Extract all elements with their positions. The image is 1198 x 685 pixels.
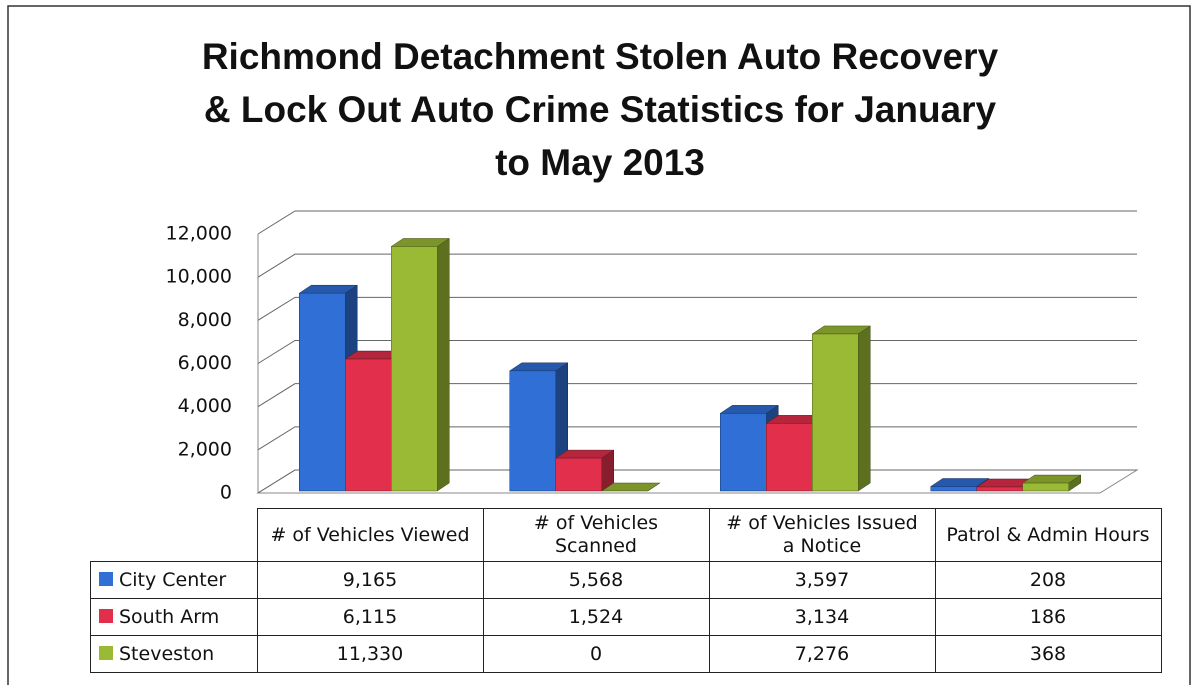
bar-side <box>858 325 871 492</box>
corner-cell <box>90 508 258 562</box>
legend-key <box>99 609 113 623</box>
value-cell: 186 <box>934 598 1162 636</box>
value-cell: 9,165 <box>256 561 484 599</box>
y-tick-label: 0 <box>220 482 232 504</box>
bar-side <box>437 237 450 492</box>
value-cell: 3,134 <box>708 598 936 636</box>
y-tick-label: 12,000 <box>166 223 232 245</box>
bar <box>345 358 392 492</box>
bar <box>391 246 438 492</box>
category-label: Patrol & Admin Hours <box>934 508 1162 562</box>
bar <box>720 413 767 492</box>
y-tick-label: 10,000 <box>166 266 232 288</box>
series-row: City Center 9,165 5,568 3,597 208 <box>90 561 1162 599</box>
series-row: South Arm 6,115 1,524 3,134 186 <box>90 598 1162 636</box>
value-cell: 7,276 <box>708 635 936 673</box>
y-tick-label: 6,000 <box>178 352 232 374</box>
legend-key <box>99 572 113 586</box>
grid-line <box>257 210 1137 235</box>
category-label: # of Vehicles Scanned <box>482 508 710 562</box>
header-row: # of Vehicles Viewed # of Vehicles Scanne… <box>90 508 1162 562</box>
bar <box>1022 482 1069 492</box>
value-cell: 0 <box>482 635 710 673</box>
bar <box>766 423 813 492</box>
grid-line <box>257 253 1137 278</box>
legend-label: Steveston <box>119 643 215 665</box>
category-label: # of Vehicles Issued a Notice <box>708 508 936 562</box>
bar <box>509 370 556 492</box>
grid-line <box>257 296 1137 321</box>
series-row: Steveston 11,330 0 7,276 368 <box>90 635 1162 673</box>
bar <box>812 333 859 492</box>
legend-key <box>99 646 113 660</box>
value-cell: 208 <box>934 561 1162 599</box>
value-cell: 5,568 <box>482 561 710 599</box>
legend-cell: Steveston <box>90 635 258 673</box>
category-label: # of Vehicles Viewed <box>256 508 484 562</box>
legend-label: City Center <box>119 569 227 591</box>
y-tick-label: 8,000 <box>178 309 232 331</box>
bar <box>555 457 602 492</box>
value-cell: 368 <box>934 635 1162 673</box>
value-cell: 3,597 <box>708 561 936 599</box>
bar-top <box>600 482 661 492</box>
legend-label: South Arm <box>119 606 220 628</box>
chart-title: Richmond Detachment Stolen Auto Recovery… <box>201 36 999 183</box>
legend-cell: South Arm <box>90 598 258 636</box>
frame <box>7 5 1191 685</box>
bar <box>976 486 1023 492</box>
data-table: # of Vehicles Viewed # of Vehicles Scanne… <box>90 508 1162 673</box>
value-cell: 11,330 <box>256 635 484 673</box>
bar <box>930 486 977 492</box>
y-tick-label: 2,000 <box>178 438 232 460</box>
legend-cell: City Center <box>90 561 258 599</box>
value-cell: 6,115 <box>256 598 484 636</box>
value-cell: 1,524 <box>482 598 710 636</box>
y-tick-label: 4,000 <box>178 395 232 417</box>
bar <box>299 292 346 492</box>
